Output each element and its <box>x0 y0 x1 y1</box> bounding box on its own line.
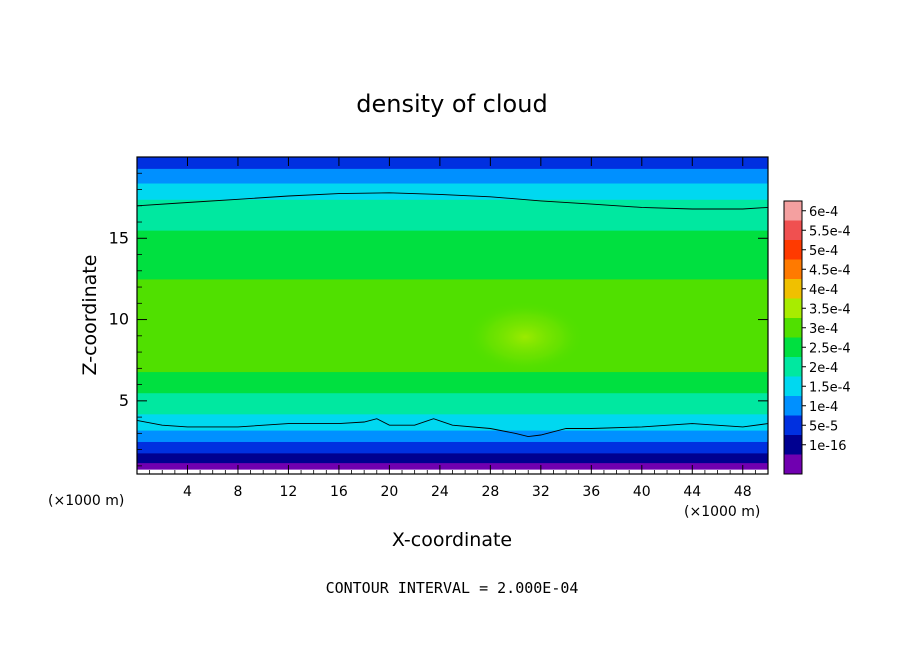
density-band <box>137 230 768 280</box>
y-tick-label: 5 <box>119 391 129 410</box>
colorbar-label: 2e-4 <box>809 361 838 376</box>
colorbar-label: 5e-4 <box>809 244 838 259</box>
x-unit-label: (×1000 m) <box>684 504 760 520</box>
x-axis-label: X-coordinate <box>392 529 512 551</box>
y-tick-label: 15 <box>109 228 129 247</box>
y-tick-label: 10 <box>109 310 129 329</box>
x-tick-label: 4 <box>183 484 192 500</box>
x-axis: 4 8 12 16 20 24 28 32 36 40 44 48 <box>149 157 756 500</box>
density-band <box>137 430 768 442</box>
y-axis-label: Z-coordinate <box>79 255 101 376</box>
density-band <box>137 392 768 415</box>
colorbar-swatch <box>784 201 802 221</box>
colorbar-swatch <box>784 318 802 338</box>
density-band <box>137 199 768 231</box>
colorbar-label: 6e-4 <box>809 205 838 220</box>
colorbar-label: 4e-4 <box>809 283 838 298</box>
contour-line <box>137 192 768 210</box>
contour-interval-note: CONTOUR INTERVAL = 2.000E-04 <box>326 579 579 597</box>
density-band <box>137 157 768 169</box>
density-band <box>137 183 768 200</box>
colorbar-swatch <box>784 454 802 475</box>
colorbar-label: 1e-16 <box>809 439 847 454</box>
colorbar-swatch <box>784 337 802 358</box>
colorbar-frame <box>783 200 803 475</box>
x-tick-label: 48 <box>734 484 752 500</box>
x-tick-label: 12 <box>280 484 298 500</box>
density-band <box>137 452 768 464</box>
colorbar-swatch <box>784 279 802 299</box>
density-band <box>137 441 768 454</box>
colorbar: 6e-4 5.5e-4 5e-4 4.5e-4 4e-4 3.5e-4 3e-4 2.5e-4… <box>783 200 851 475</box>
x-tick-label: 44 <box>683 484 701 500</box>
x-tick-label: 40 <box>633 484 651 500</box>
colorbar-swatch <box>784 240 802 260</box>
colorbar-swatch <box>784 220 802 241</box>
colorbar-label: 5e-5 <box>809 419 838 434</box>
contour-lines <box>137 192 768 438</box>
colorbar-swatch <box>784 298 802 319</box>
x-tick-label: 32 <box>532 484 550 500</box>
density-bands <box>137 157 768 474</box>
density-band <box>137 168 768 184</box>
contour-line <box>137 418 768 438</box>
y-axis: 5 10 15 <box>109 172 768 467</box>
density-band <box>137 278 768 373</box>
density-core <box>465 301 585 373</box>
colorbar-label: 4.5e-4 <box>809 263 851 278</box>
plot-area <box>137 157 768 474</box>
colorbar-swatch <box>784 435 802 455</box>
chart-title: density of cloud <box>356 90 547 118</box>
colorbar-swatch <box>784 259 802 280</box>
colorbar-label: 3e-4 <box>809 322 838 337</box>
x-tick-label: 8 <box>233 484 242 500</box>
colorbar-swatch <box>784 357 802 377</box>
x-tick-label: 20 <box>380 484 398 500</box>
colorbar-label: 1e-4 <box>809 400 838 415</box>
colorbar-swatch <box>784 396 802 416</box>
colorbar-label: 3.5e-4 <box>809 302 851 317</box>
colorbar-label: 1.5e-4 <box>809 380 851 395</box>
colorbar-swatch <box>784 376 802 397</box>
x-tick-label: 36 <box>582 484 600 500</box>
colorbar-swatch <box>784 415 802 436</box>
x-tick-label: 28 <box>481 484 499 500</box>
density-band <box>137 371 768 394</box>
colorbar-label: 2.5e-4 <box>809 341 851 356</box>
x-tick-label: 16 <box>330 484 348 500</box>
y-unit-label: (×1000 m) <box>48 493 124 509</box>
colorbar-label: 5.5e-4 <box>809 224 851 239</box>
density-band <box>137 462 768 470</box>
density-band <box>137 413 768 431</box>
x-tick-label: 24 <box>431 484 449 500</box>
